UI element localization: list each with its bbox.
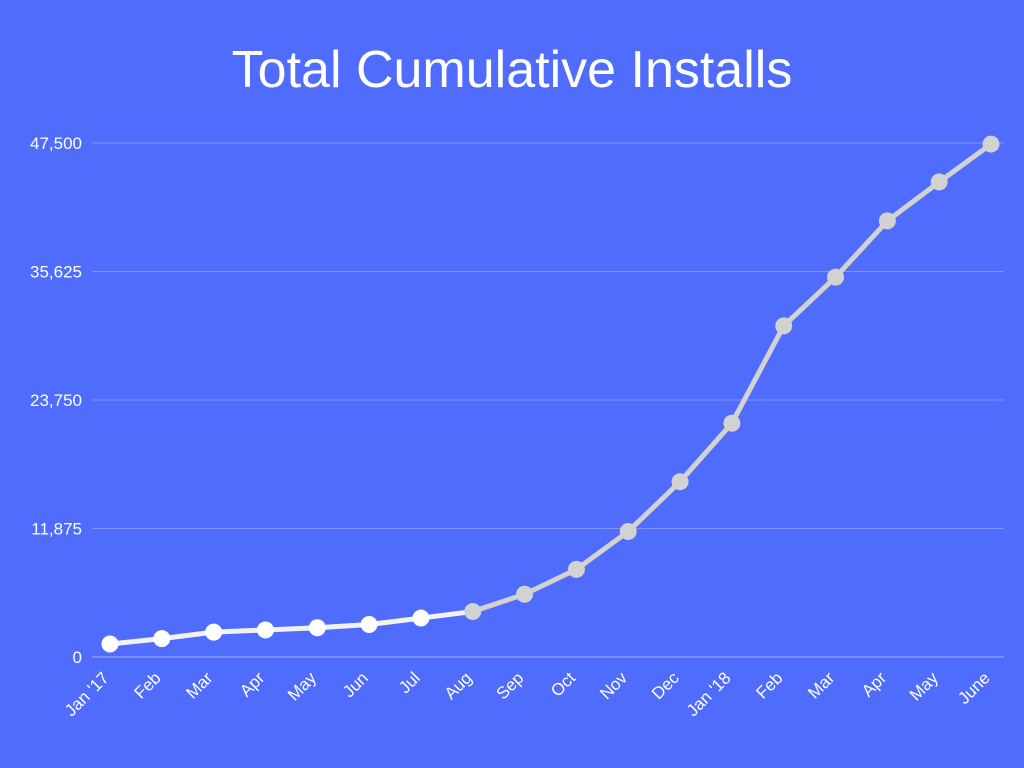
y-tick-label: 23,750 <box>30 391 82 410</box>
data-point <box>619 522 637 540</box>
data-point <box>308 619 326 637</box>
x-tick-label: Feb <box>752 668 786 702</box>
data-point <box>464 603 482 621</box>
data-point <box>256 621 274 639</box>
data-point <box>205 623 223 641</box>
x-tick-label: Jan '17 <box>61 668 113 720</box>
chart-title: Total Cumulative Installs <box>231 41 793 99</box>
data-point <box>827 268 845 286</box>
series-line-segment <box>573 528 631 572</box>
data-point <box>930 173 948 191</box>
x-tick-label: Apr <box>236 668 268 700</box>
series-line-segment <box>677 420 735 485</box>
x-tick-label: Jun <box>339 668 372 701</box>
series-line-segment <box>522 566 579 597</box>
data-point <box>101 635 119 653</box>
data-point <box>775 317 793 335</box>
x-tick-label: Mar <box>182 668 216 702</box>
data-point <box>516 585 534 603</box>
series-line-segment <box>884 179 942 224</box>
data-point <box>360 616 378 634</box>
x-tick-label: Jul <box>395 668 424 697</box>
series-line-segment <box>625 479 683 534</box>
x-tick-label: Aug <box>441 668 476 703</box>
data-point <box>567 560 585 578</box>
data-point <box>153 630 171 648</box>
series-line-segment <box>107 636 165 647</box>
series-line-segment <box>781 274 839 329</box>
x-tick-label: Dec <box>648 668 683 703</box>
series-line-segment <box>211 627 268 635</box>
series-line-segment <box>833 218 890 280</box>
x-tick-label: June <box>954 668 994 708</box>
data-point <box>878 212 896 230</box>
series-line-segment <box>366 615 424 628</box>
x-tick-label: May <box>906 668 942 704</box>
x-tick-label: Mar <box>804 668 838 702</box>
series-line-segment <box>418 609 476 621</box>
data-point <box>671 473 689 491</box>
series-line-segment <box>262 625 320 633</box>
x-tick-label: Nov <box>596 668 631 703</box>
x-tick-label: May <box>284 668 320 704</box>
y-tick-label: 47,500 <box>30 134 82 153</box>
series-line-segment <box>729 323 787 426</box>
x-tick-label: Sep <box>493 668 528 703</box>
series-line-segment <box>470 591 528 615</box>
y-tick-label: 0 <box>73 648 82 667</box>
data-point <box>723 414 741 432</box>
data-point <box>982 135 1000 153</box>
series-line-segment <box>936 141 994 185</box>
y-tick-label: 11,875 <box>31 520 82 539</box>
series-line-segment <box>159 629 217 642</box>
x-tick-label: Feb <box>131 668 165 702</box>
data-point <box>412 609 430 627</box>
x-tick-label: Apr <box>858 668 890 700</box>
series-line-segment <box>314 622 372 631</box>
x-tick-label: Jan '18 <box>683 668 735 720</box>
x-tick-label: Oct <box>547 668 579 700</box>
y-tick-label: 35,625 <box>30 263 82 282</box>
